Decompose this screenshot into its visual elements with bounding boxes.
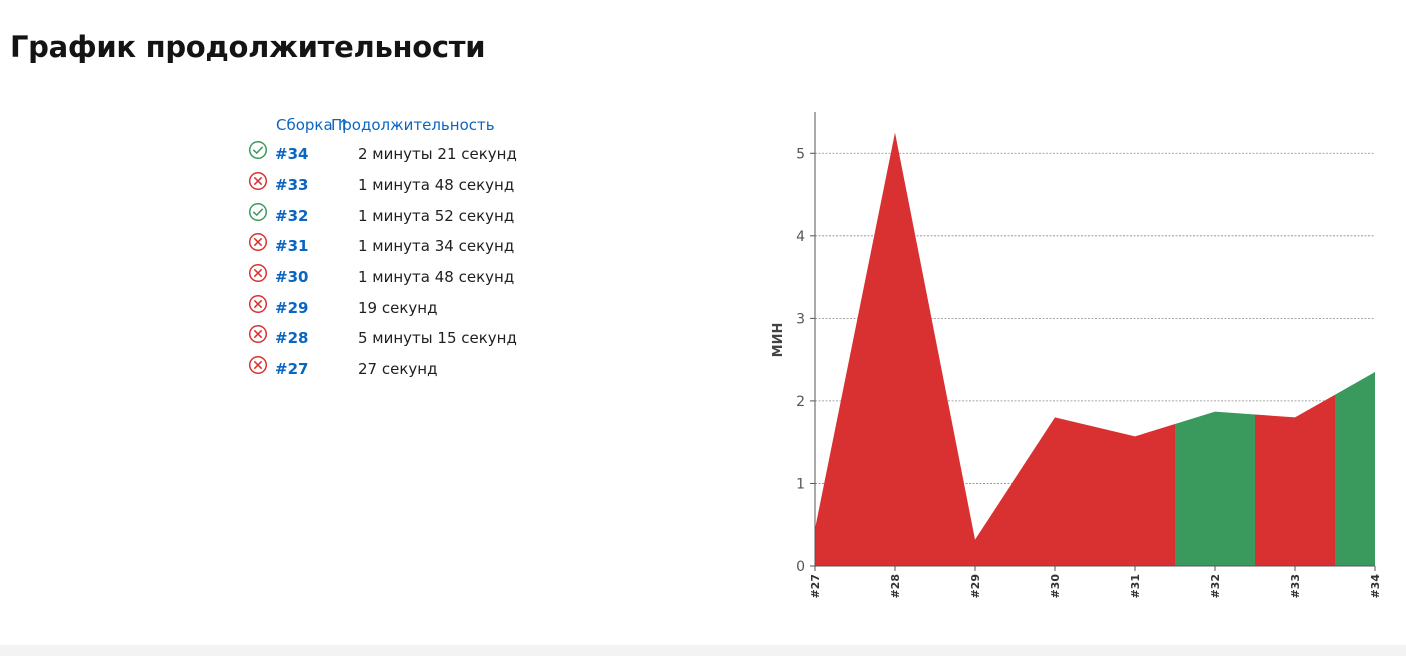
build-link[interactable]: #34 [275, 145, 309, 164]
x-tick-label: #27 [809, 574, 822, 599]
build-link[interactable]: #29 [275, 298, 309, 317]
y-tick-label: 0 [796, 559, 805, 575]
x-tick-label: #32 [1209, 574, 1222, 599]
area-segment [895, 132, 935, 567]
table-row: #31 1 минута 34 секунд [248, 231, 517, 262]
duration-text: 1 минута 48 секунд [358, 268, 515, 287]
x-circle-icon [248, 232, 268, 252]
x-circle-icon [248, 294, 268, 314]
check-circle-icon [248, 202, 268, 222]
area-segment [1095, 426, 1135, 566]
y-tick-label: 2 [796, 394, 805, 410]
duration-chart-svg: 0 1 2 3 4 5 МИН #27 #28 #29 #30 #31 #32 #33 #34 [771, 112, 1382, 599]
area-segment [975, 478, 1015, 566]
build-link[interactable]: #28 [275, 329, 309, 348]
area-segment [855, 132, 895, 567]
duration-chart: 0 1 2 3 4 5 МИН #27 #28 #29 #30 #31 #32 #33 #34 [760, 100, 1400, 620]
duration-text: 1 минута 34 секунд [358, 237, 515, 256]
table-header: Сборка ↑ Продолжительность [248, 112, 517, 139]
x-tick-label: #30 [1049, 574, 1062, 599]
area-segment [935, 336, 975, 566]
duration-text: 2 минуты 21 секунд [358, 145, 517, 164]
build-link[interactable]: #27 [275, 360, 309, 379]
builds-table: Сборка ↑ Продолжительность #34 2 минуты 2… [248, 112, 517, 385]
duration-text: 27 секунд [358, 360, 438, 379]
duration-text: 1 минута 52 секунд [358, 206, 515, 225]
duration-text: 19 секунд [358, 298, 438, 317]
x-circle-icon [248, 263, 268, 283]
x-circle-icon [248, 324, 268, 344]
build-column-header[interactable]: Сборка ↑ [276, 116, 351, 134]
table-row: #32 1 минута 52 секунд [248, 200, 517, 231]
x-circle-icon [248, 171, 268, 191]
duration-text: 5 минуты 15 секунд [358, 329, 517, 348]
x-tick-label: #34 [1369, 574, 1382, 599]
y-tick-label: 1 [796, 476, 805, 492]
table-row: #27 27 секунд [248, 354, 517, 385]
x-tick-label: #31 [1129, 574, 1142, 599]
footer-bar [0, 645, 1406, 656]
table-row: #34 2 минуты 21 секунд [248, 139, 517, 170]
area-segment [1215, 411, 1255, 566]
y-tick-label: 4 [796, 229, 805, 245]
duration-column-header[interactable]: Продолжительность [331, 116, 495, 134]
area-segment [1255, 414, 1295, 566]
y-tick-label: 3 [796, 311, 805, 327]
area-segment [1055, 417, 1095, 566]
build-link[interactable]: #32 [275, 206, 309, 225]
x-tick-label: #29 [969, 574, 982, 599]
build-link[interactable]: #33 [275, 176, 309, 195]
build-link[interactable]: #31 [275, 237, 309, 256]
y-tick-label: 5 [796, 146, 805, 162]
area-segment [1335, 372, 1375, 566]
page-title: График продолжительности [10, 30, 486, 64]
x-tick-label: #33 [1289, 574, 1302, 599]
x-tick-label: #28 [889, 574, 902, 599]
table-row: #30 1 минута 48 секунд [248, 262, 517, 293]
y-axis-label: МИН [771, 323, 786, 358]
area-segment [1015, 417, 1055, 566]
area-segment [1175, 411, 1215, 566]
area-segment [815, 330, 855, 566]
build-link[interactable]: #30 [275, 268, 309, 287]
area-segment [1135, 424, 1175, 566]
table-row: #33 1 минута 48 секунд [248, 170, 517, 201]
area-segment [1295, 394, 1335, 566]
duration-text: 1 минута 48 секунд [358, 176, 515, 195]
x-circle-icon [248, 355, 268, 375]
check-circle-icon [248, 140, 268, 160]
table-row: #28 5 минуты 15 секунд [248, 323, 517, 354]
table-row: #29 19 секунд [248, 292, 517, 323]
